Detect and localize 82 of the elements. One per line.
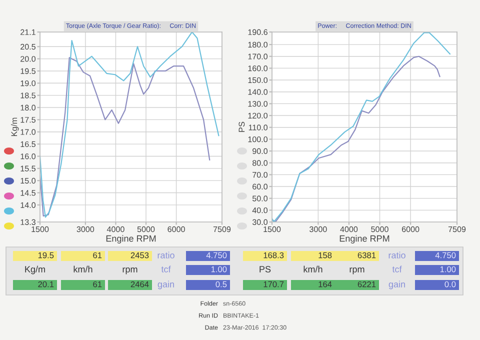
text: PS	[260, 266, 271, 272]
y-tick-label: 130.0	[248, 100, 268, 107]
y-tick-label: 100.0	[248, 136, 268, 142]
text: 0.5	[216, 281, 227, 288]
y-tick-label: 18.0	[20, 104, 36, 111]
y-tick-label: 17.0	[20, 129, 36, 135]
text: 0.0	[444, 281, 456, 288]
y-tick-label: 20.0	[20, 56, 36, 62]
y-tick-label: 16.5	[20, 141, 36, 148]
text: 6381	[358, 252, 376, 258]
y-tick-label: 21.1	[20, 29, 36, 35]
y-tick-label: 70.0	[252, 172, 268, 178]
text: 168.3	[264, 252, 284, 258]
y-tick-label: 190.6	[248, 29, 268, 35]
x-tick-label: 4000	[340, 226, 358, 232]
y-tick-label: 150.0	[248, 77, 268, 84]
text: 1.00	[211, 266, 227, 272]
y-tick-label: 50.0	[252, 196, 268, 202]
y-tick-label: 19.0	[20, 80, 36, 86]
text: 4.750	[206, 252, 227, 258]
text: 170.7	[264, 281, 284, 288]
x-tick-label: 6000	[168, 226, 185, 232]
text: gain	[388, 280, 405, 290]
y-tick-label: 14.5	[20, 190, 36, 196]
y-tick-label: 80.0	[252, 160, 268, 166]
y-tick-label: 180.0	[248, 42, 268, 48]
text: ratio	[158, 252, 174, 258]
text: km/h	[74, 266, 92, 272]
y-tick-label: 30.0	[252, 219, 268, 225]
line-series	[40, 57, 210, 216]
y-tick-label: 15.5	[20, 166, 36, 172]
x-tick-label: 6000	[402, 226, 420, 232]
text: rpm	[122, 267, 138, 274]
y-tick-label: 15.0	[20, 178, 36, 184]
text: 164	[318, 281, 332, 288]
y-tick-label: 170.0	[248, 54, 268, 60]
x-axis-title: Engine RPM	[340, 235, 390, 244]
text: 61	[93, 252, 102, 258]
y-axis-title: PS	[238, 122, 245, 132]
y-tick-label: 16.0	[20, 154, 36, 160]
x-tick-label: 7509	[213, 226, 231, 232]
y-tick-label: 19.5	[20, 68, 36, 74]
text: 2453	[130, 252, 149, 258]
y-tick-label: 110.0	[248, 124, 268, 130]
x-tick-label: 3000	[310, 226, 327, 232]
y-tick-label: 17.5	[20, 117, 36, 123]
y-tick-label: 120.0	[248, 112, 268, 119]
y-tick-label: 60.0	[252, 184, 268, 190]
text: 4.750	[435, 252, 456, 258]
text: 158	[318, 252, 332, 258]
y-tick-label: 40.0	[252, 207, 268, 214]
text: 19.5	[38, 252, 54, 258]
y-tick-label: 160.0	[248, 65, 268, 72]
line-series	[40, 32, 220, 218]
y-tick-label: 140.0	[248, 89, 268, 95]
line-series	[272, 56, 440, 222]
x-tick-label: 1500	[264, 226, 281, 232]
text: rpm	[350, 267, 364, 274]
y-axis-title: Kg/m	[11, 118, 19, 136]
x-tick-label: 3000	[76, 226, 94, 232]
x-tick-label: 5000	[371, 226, 388, 232]
y-tick-label: 20.5	[20, 44, 36, 50]
text: tcf	[161, 266, 171, 272]
text: ratio	[388, 252, 406, 258]
text: Kg/m	[25, 266, 45, 274]
text: 6221	[358, 281, 376, 288]
text: 20.1	[38, 281, 54, 288]
x-tick-label: 5000	[137, 226, 155, 232]
y-tick-label: 13.3	[20, 219, 36, 225]
text: km/h	[304, 266, 322, 272]
x-tick-label: 4000	[106, 226, 124, 232]
text: 61	[93, 281, 102, 288]
y-tick-label: 14.0	[20, 202, 36, 208]
x-axis-title: Engine RPM	[106, 235, 156, 244]
x-tick-label: 7509	[448, 226, 466, 232]
text: 2464	[130, 281, 149, 288]
y-tick-label: 18.5	[20, 92, 36, 98]
x-tick-label: 1500	[32, 226, 49, 232]
text: gain	[158, 280, 174, 290]
text: tcf	[392, 266, 402, 272]
y-tick-label: 90.0	[252, 148, 268, 154]
text: 1.00	[440, 266, 456, 272]
